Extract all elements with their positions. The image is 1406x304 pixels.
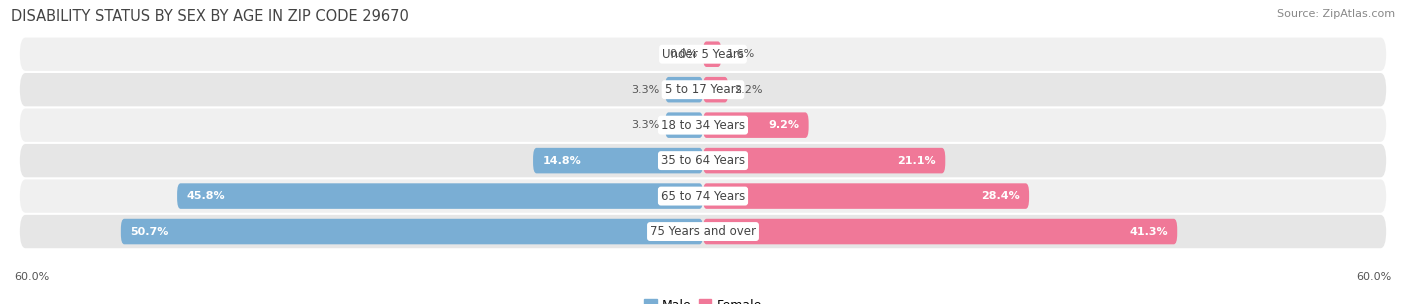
Legend: Male, Female: Male, Female: [640, 294, 766, 304]
FancyBboxPatch shape: [20, 179, 1386, 213]
FancyBboxPatch shape: [703, 183, 1029, 209]
FancyBboxPatch shape: [20, 38, 1386, 71]
FancyBboxPatch shape: [20, 109, 1386, 142]
Text: Source: ZipAtlas.com: Source: ZipAtlas.com: [1277, 9, 1395, 19]
Text: 60.0%: 60.0%: [14, 272, 49, 282]
Text: DISABILITY STATUS BY SEX BY AGE IN ZIP CODE 29670: DISABILITY STATUS BY SEX BY AGE IN ZIP C…: [11, 9, 409, 24]
FancyBboxPatch shape: [703, 148, 945, 173]
FancyBboxPatch shape: [703, 112, 808, 138]
Text: Under 5 Years: Under 5 Years: [662, 48, 744, 61]
FancyBboxPatch shape: [665, 112, 703, 138]
FancyBboxPatch shape: [20, 215, 1386, 248]
Text: 3.3%: 3.3%: [631, 120, 659, 130]
Text: 41.3%: 41.3%: [1129, 226, 1168, 237]
Text: 65 to 74 Years: 65 to 74 Years: [661, 190, 745, 202]
Text: 0.0%: 0.0%: [669, 49, 697, 59]
FancyBboxPatch shape: [703, 41, 721, 67]
Text: 45.8%: 45.8%: [186, 191, 225, 201]
FancyBboxPatch shape: [533, 148, 703, 173]
Text: 60.0%: 60.0%: [1357, 272, 1392, 282]
Text: 21.1%: 21.1%: [897, 156, 936, 166]
Text: 18 to 34 Years: 18 to 34 Years: [661, 119, 745, 132]
Text: 50.7%: 50.7%: [129, 226, 169, 237]
Text: 1.6%: 1.6%: [727, 49, 755, 59]
FancyBboxPatch shape: [665, 77, 703, 102]
FancyBboxPatch shape: [703, 219, 1177, 244]
FancyBboxPatch shape: [121, 219, 703, 244]
Text: 28.4%: 28.4%: [981, 191, 1019, 201]
Text: 5 to 17 Years: 5 to 17 Years: [665, 83, 741, 96]
FancyBboxPatch shape: [20, 144, 1386, 177]
Text: 75 Years and over: 75 Years and over: [650, 225, 756, 238]
Text: 2.2%: 2.2%: [734, 85, 762, 95]
FancyBboxPatch shape: [20, 73, 1386, 106]
Text: 35 to 64 Years: 35 to 64 Years: [661, 154, 745, 167]
Text: 3.3%: 3.3%: [631, 85, 659, 95]
FancyBboxPatch shape: [703, 77, 728, 102]
Text: 9.2%: 9.2%: [769, 120, 800, 130]
FancyBboxPatch shape: [177, 183, 703, 209]
Text: 14.8%: 14.8%: [543, 156, 581, 166]
